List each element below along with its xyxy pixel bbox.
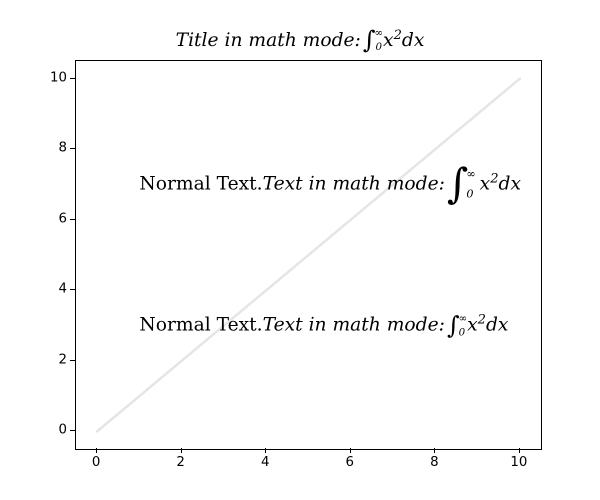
- x-tick-mark: [265, 448, 266, 453]
- integrand: x2dx: [467, 315, 508, 336]
- title-math-text: Title in math mode:: [176, 30, 361, 51]
- y-tick-mark: [70, 148, 75, 149]
- x-tick-mark: [434, 448, 435, 453]
- y-tick-mark: [70, 289, 75, 290]
- y-tick-label: 10: [50, 70, 67, 85]
- title-integral: ∫ ∞ 0 x2dx: [363, 28, 425, 53]
- plot-line: [76, 61, 541, 449]
- x-tick-label: 6: [346, 455, 354, 470]
- x-tick-mark: [96, 448, 97, 453]
- integral-limits: ∞ 0: [459, 313, 468, 338]
- x-tick-label: 2: [176, 455, 184, 470]
- annotation-math-text: Text in math mode:: [263, 174, 445, 195]
- y-tick-label: 0: [59, 423, 67, 438]
- integrand: x2dx: [383, 30, 424, 51]
- integrand: x2dx: [480, 174, 521, 195]
- figure: Title in math mode: ∫ ∞ 0 x2dx Normal Te…: [0, 0, 600, 500]
- x-tick-mark: [519, 448, 520, 453]
- y-tick-mark: [70, 78, 75, 79]
- integral-sign-icon: ∫: [447, 164, 468, 205]
- annotation-math-text: Text in math mode:: [263, 315, 445, 336]
- integral-limits: ∞ 0: [466, 169, 475, 200]
- annotation-top: Normal Text. Text in math mode: ∫ ∞ 0 x2…: [139, 164, 521, 205]
- x-tick-label: 4: [261, 455, 269, 470]
- y-tick-mark: [70, 219, 75, 220]
- annotation-bottom: Normal Text. Text in math mode: ∫ ∞ 0 x2…: [139, 313, 508, 338]
- y-tick-label: 2: [59, 352, 67, 367]
- x-tick-label: 10: [510, 455, 527, 470]
- integral-limits: ∞ 0: [375, 28, 384, 53]
- annotation-integral: ∫ ∞ 0 x2dx: [447, 164, 521, 205]
- annotation-normal-text: Normal Text.: [139, 174, 262, 195]
- y-tick-mark: [70, 430, 75, 431]
- x-tick-mark: [350, 448, 351, 453]
- x-tick-mark: [181, 448, 182, 453]
- annotation-integral: ∫ ∞ 0 x2dx: [447, 313, 509, 338]
- x-tick-label: 0: [92, 455, 100, 470]
- y-tick-label: 4: [59, 282, 67, 297]
- plot-area: Normal Text. Text in math mode: ∫ ∞ 0 x2…: [75, 60, 542, 450]
- chart-title: Title in math mode: ∫ ∞ 0 x2dx: [0, 28, 600, 53]
- y-tick-label: 6: [59, 211, 67, 226]
- x-tick-label: 8: [430, 455, 438, 470]
- annotation-normal-text: Normal Text.: [139, 315, 262, 336]
- y-tick-mark: [70, 360, 75, 361]
- y-tick-label: 8: [59, 141, 67, 156]
